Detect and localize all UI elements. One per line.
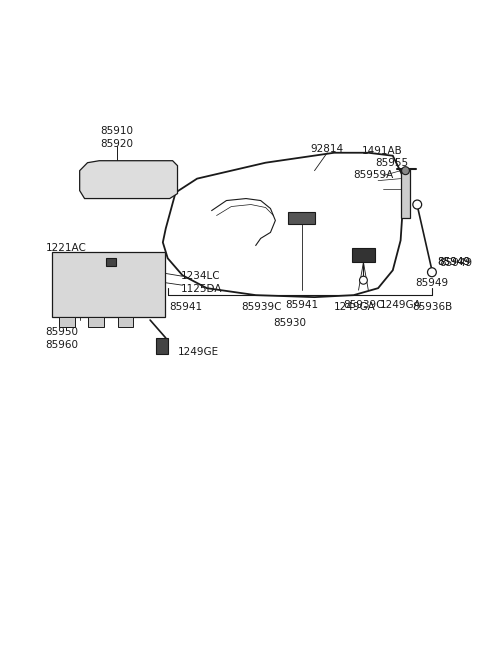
- PathPatch shape: [163, 152, 403, 297]
- FancyBboxPatch shape: [156, 338, 168, 354]
- Text: 92814: 92814: [311, 144, 344, 154]
- Text: 85941: 85941: [170, 302, 203, 312]
- Text: 85950: 85950: [46, 327, 78, 337]
- FancyBboxPatch shape: [352, 248, 375, 262]
- FancyBboxPatch shape: [52, 252, 165, 317]
- Text: 85949: 85949: [437, 258, 470, 267]
- Text: 1249GA: 1249GA: [334, 302, 376, 312]
- FancyBboxPatch shape: [59, 317, 75, 327]
- FancyBboxPatch shape: [118, 317, 133, 327]
- Text: 85910: 85910: [100, 126, 133, 136]
- Text: 85939C: 85939C: [241, 302, 282, 312]
- Text: 1491AB: 1491AB: [361, 146, 402, 156]
- Text: 85949: 85949: [415, 278, 448, 288]
- Circle shape: [402, 167, 409, 175]
- Text: 85939C: 85939C: [343, 300, 384, 310]
- FancyBboxPatch shape: [401, 169, 410, 219]
- Text: 85936B: 85936B: [412, 302, 453, 312]
- Text: 1221AC: 1221AC: [46, 243, 86, 254]
- Text: 1125DA: 1125DA: [180, 284, 222, 294]
- Text: 85955: 85955: [375, 158, 408, 168]
- Text: 85920: 85920: [100, 139, 133, 148]
- Circle shape: [360, 276, 367, 284]
- Text: 1249GA: 1249GA: [380, 300, 421, 310]
- PathPatch shape: [80, 161, 178, 198]
- FancyBboxPatch shape: [88, 317, 104, 327]
- Text: 1249GE: 1249GE: [178, 347, 219, 357]
- Text: 1234LC: 1234LC: [180, 271, 220, 281]
- Text: 85949: 85949: [437, 258, 470, 267]
- Text: 85941: 85941: [285, 300, 318, 310]
- Text: 85949: 85949: [439, 258, 472, 268]
- FancyBboxPatch shape: [106, 258, 116, 266]
- Text: 85959A: 85959A: [354, 170, 394, 179]
- FancyBboxPatch shape: [288, 212, 315, 225]
- Circle shape: [428, 268, 436, 277]
- Circle shape: [413, 200, 421, 209]
- Text: 85930: 85930: [274, 318, 307, 328]
- Text: 85960: 85960: [46, 340, 78, 350]
